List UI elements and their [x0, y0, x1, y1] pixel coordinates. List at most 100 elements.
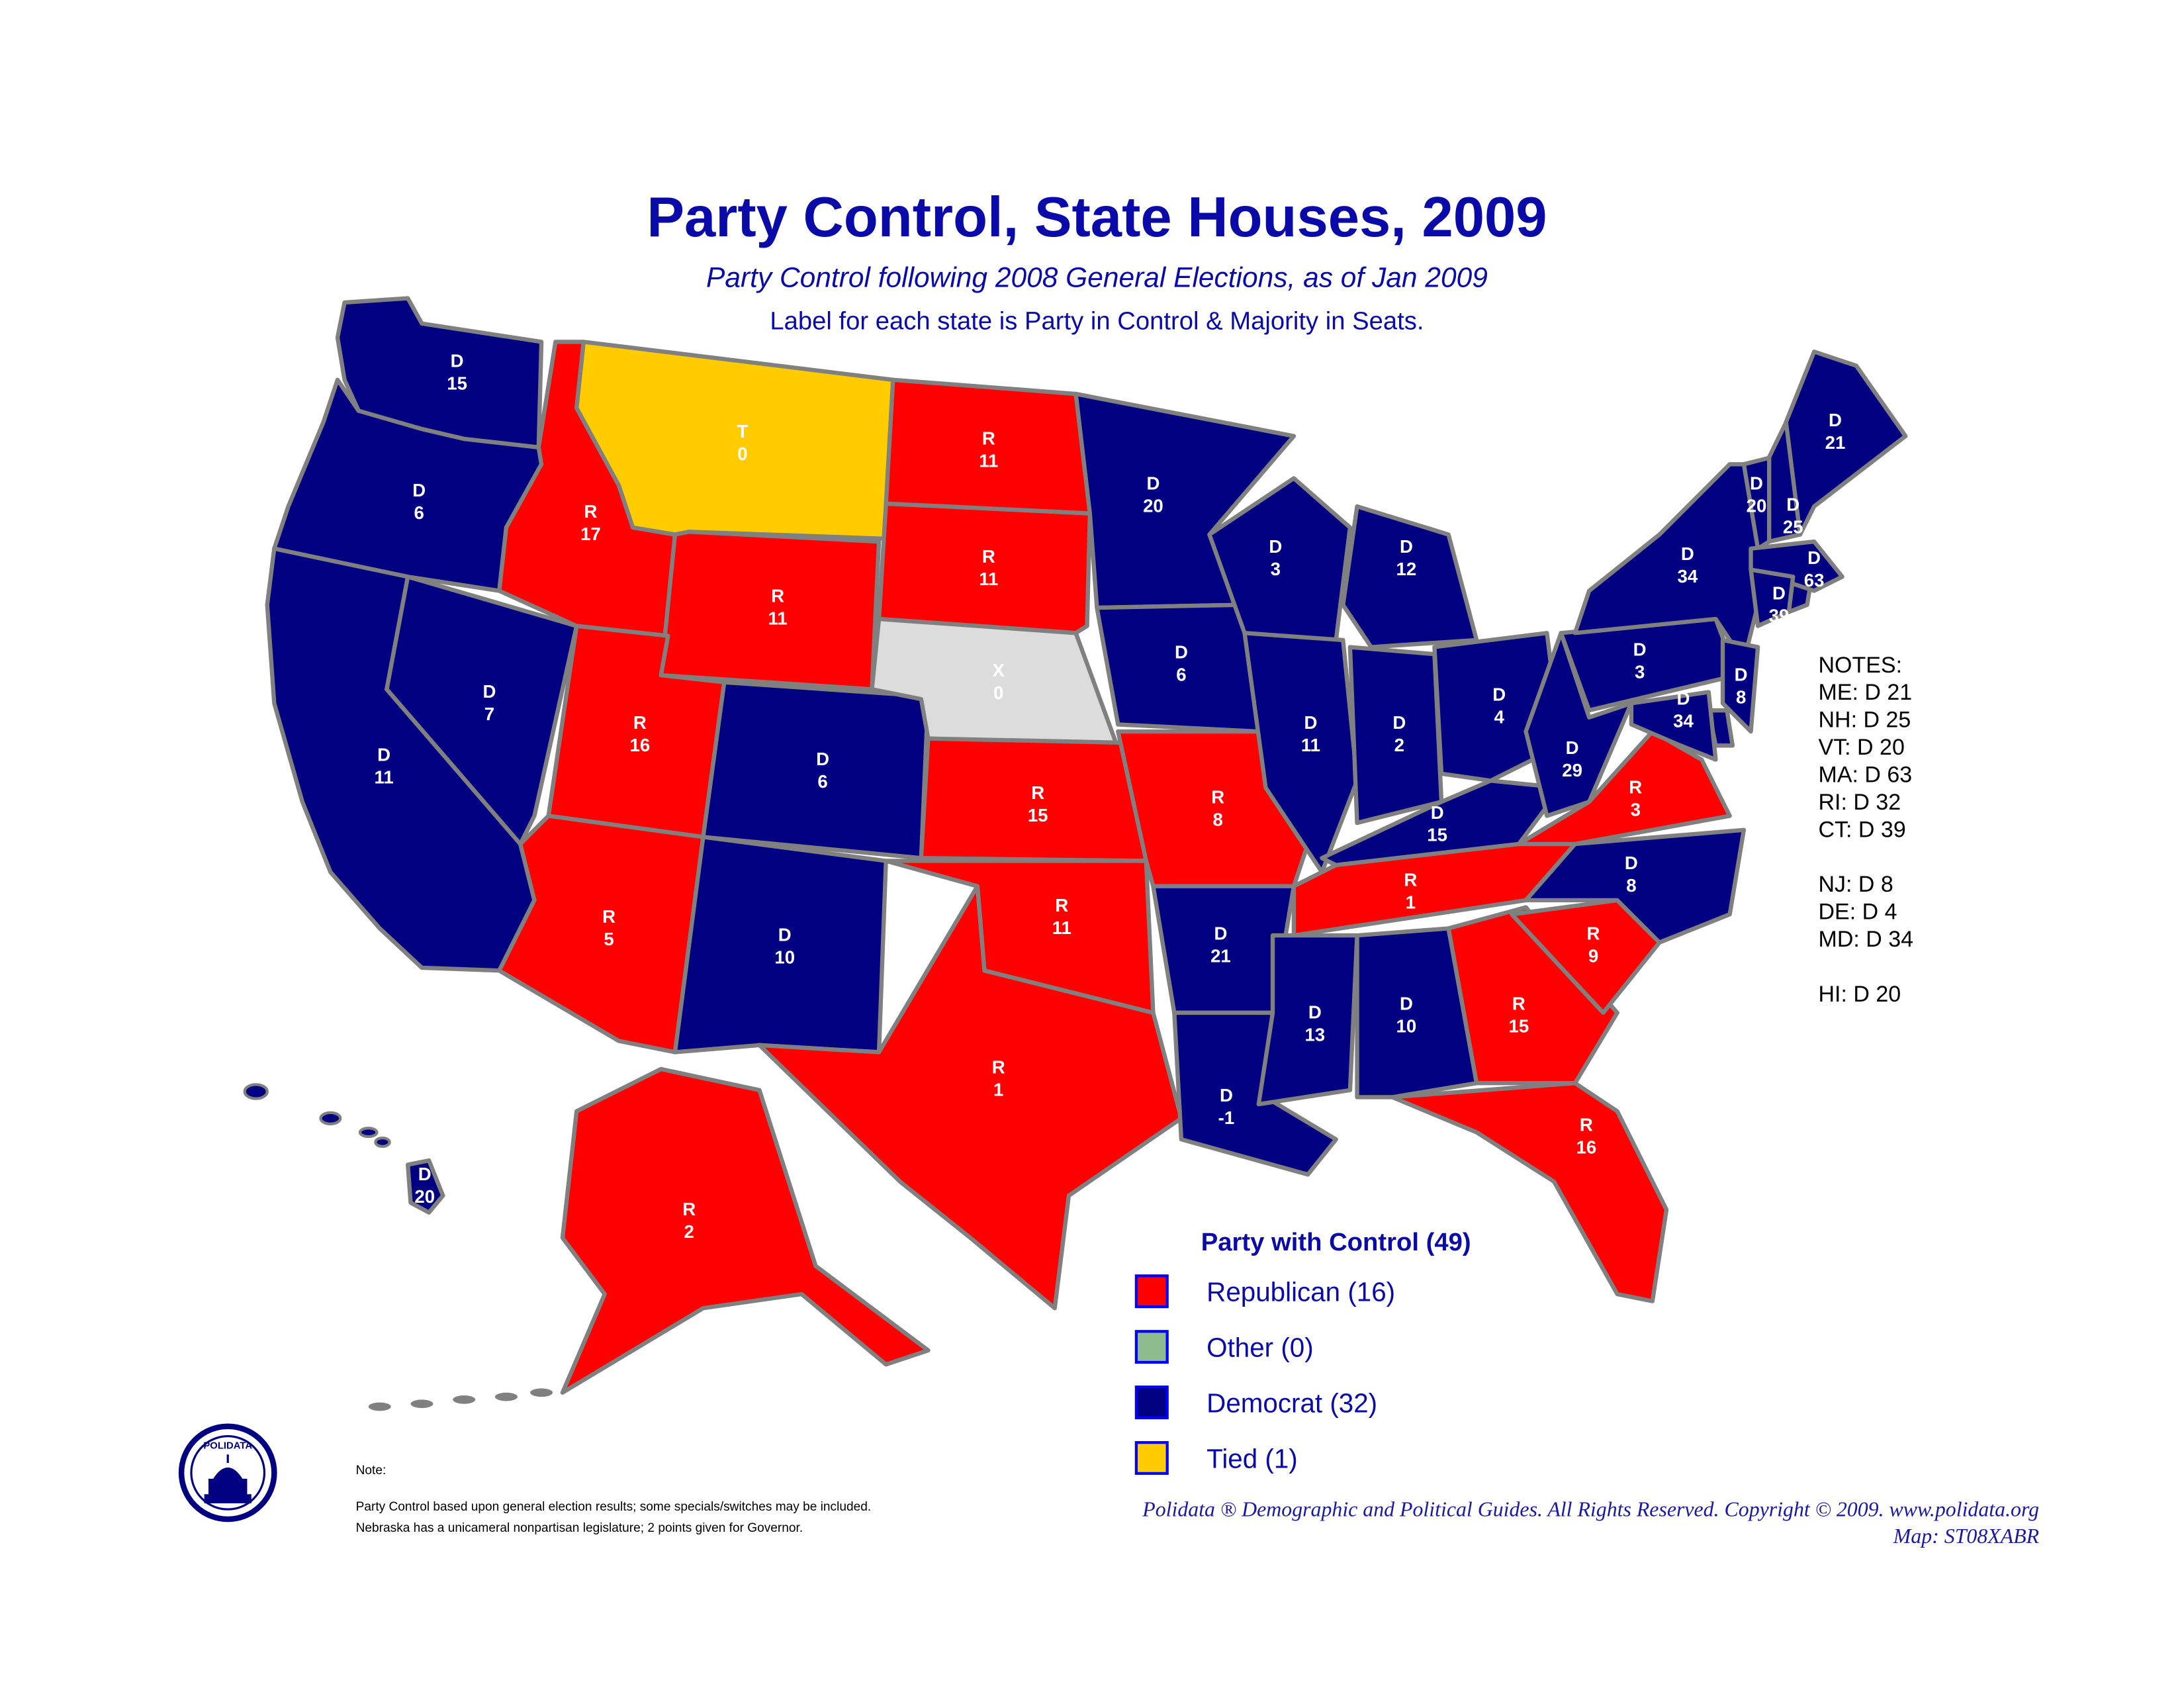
state-party: D — [1786, 494, 1799, 514]
logo-capitol — [204, 1454, 251, 1504]
island — [243, 1083, 269, 1100]
state-party: D — [1750, 473, 1763, 494]
state-majority: 17 — [580, 524, 601, 544]
state — [1749, 539, 1844, 593]
state-majority: 6 — [414, 502, 424, 523]
notes-heading: NOTES: — [1819, 653, 1903, 678]
legend-swatch — [1134, 1441, 1169, 1476]
state — [1355, 926, 1479, 1100]
state-majority: 9 — [1588, 945, 1598, 966]
description: Label for each state is Party in Control… — [770, 306, 1424, 335]
island — [410, 1399, 433, 1409]
state-party: R — [1580, 1114, 1593, 1135]
state-majority: 21 — [1825, 432, 1846, 453]
state-majority: 6 — [817, 771, 827, 792]
note-line: NH: D 25 — [1819, 708, 1911, 733]
footnote-heading: Note: — [356, 1464, 387, 1477]
state-majority: 11 — [1301, 735, 1320, 755]
state-majority: 20 — [1747, 496, 1767, 516]
state — [876, 501, 1092, 635]
state-party: D — [1220, 1085, 1233, 1105]
state-majority: 7 — [484, 704, 494, 724]
state — [1242, 631, 1359, 874]
state-party: D — [482, 681, 496, 702]
state-party: D — [778, 925, 792, 945]
logo: POLIDATA — [178, 1423, 277, 1523]
state-majority: 12 — [1396, 559, 1417, 579]
state-party: D — [1681, 543, 1694, 564]
island — [319, 1111, 342, 1125]
state — [560, 1066, 931, 1395]
state-party: D — [1146, 473, 1160, 494]
state — [1784, 350, 1908, 537]
state — [1446, 905, 1619, 1086]
state-party: R — [1055, 895, 1068, 915]
state-party: D — [1633, 639, 1647, 659]
state-majority: 8 — [1736, 687, 1746, 708]
state-majority: 15 — [447, 373, 467, 394]
state — [1256, 933, 1359, 1107]
state-party: R — [1404, 870, 1417, 890]
state-majority: 20 — [414, 1186, 435, 1207]
state-party: D — [418, 1164, 432, 1184]
states — [243, 296, 1908, 1411]
footnote: Note: Party Control based upon general el… — [356, 1464, 872, 1535]
state-party: R — [1629, 777, 1642, 798]
state-majority: 0 — [737, 444, 747, 464]
state-majority: 8 — [1213, 809, 1223, 829]
state — [757, 884, 1184, 1311]
state-majority: 34 — [1673, 711, 1694, 731]
note-line: CT: D 39 — [1819, 817, 1906, 842]
state-party: R — [682, 1199, 696, 1219]
title: Party Control, State Houses, 2009 — [647, 186, 1547, 249]
state-party: D — [1735, 665, 1748, 685]
state-majority: 0 — [993, 682, 1003, 703]
state-majority: 10 — [1396, 1016, 1417, 1037]
state-majority: 2 — [1394, 735, 1404, 755]
note-line: MD: D 34 — [1819, 927, 1914, 952]
state-party: D — [1677, 688, 1690, 709]
state-party: D — [1829, 410, 1842, 430]
state-majority: 25 — [1783, 516, 1803, 537]
note-line: MA: D 63 — [1819, 763, 1913, 788]
state — [406, 1158, 445, 1215]
state-party: D — [1400, 994, 1413, 1014]
state-party: R — [1031, 782, 1044, 803]
state-majority: 21 — [1210, 945, 1231, 966]
state-party: R — [633, 712, 647, 733]
subtitle: Party Control following 2008 General Ele… — [706, 263, 1488, 294]
state-majority: 15 — [1509, 1016, 1529, 1037]
state — [1390, 1081, 1669, 1303]
state — [1207, 476, 1353, 643]
state-majority: 6 — [1176, 665, 1186, 685]
island — [374, 1136, 391, 1148]
state-party: R — [771, 586, 784, 606]
state-majority: 39 — [1769, 605, 1790, 626]
state-majority: 13 — [1304, 1024, 1325, 1045]
logo-text: POLIDATA — [203, 1441, 252, 1452]
state-majority: 15 — [1427, 825, 1447, 845]
state-party: T — [737, 421, 749, 442]
state-majority: 11 — [979, 569, 998, 589]
state-majority: 1 — [993, 1079, 1003, 1100]
note-line: NJ: D 8 — [1819, 872, 1893, 897]
state-majority: 16 — [1576, 1137, 1597, 1157]
state-majority: 2 — [684, 1221, 694, 1242]
state-majority: 3 — [1631, 800, 1641, 820]
island — [368, 1402, 391, 1411]
state-party: D — [1304, 712, 1317, 733]
credit: Polidata ® Demographic and Political Gui… — [1142, 1498, 2039, 1521]
legend-title: Party with Control (49) — [1201, 1228, 1471, 1256]
note-line: VT: D 20 — [1819, 735, 1905, 760]
legend-swatch — [1134, 1330, 1169, 1364]
legend-label: Democrat (32) — [1206, 1387, 1377, 1418]
state-party: D — [1772, 583, 1786, 603]
note-line: ME: D 21 — [1819, 680, 1913, 705]
state-party: D — [1175, 642, 1188, 663]
state-party: X — [992, 660, 1005, 680]
state — [701, 680, 931, 861]
state-majority: -1 — [1218, 1107, 1235, 1128]
state-majority: 4 — [1494, 706, 1504, 727]
state-majority: 10 — [774, 947, 795, 968]
